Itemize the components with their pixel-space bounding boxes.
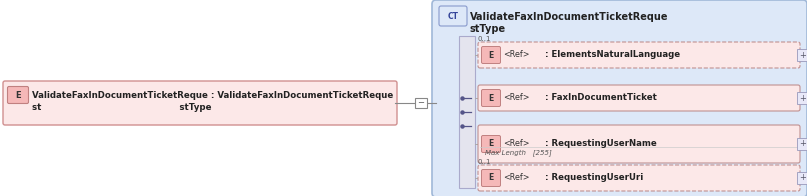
Text: ValidateFaxInDocumentTicketReque : ValidateFaxInDocumentTicketReque: ValidateFaxInDocumentTicketReque : Valid…	[32, 91, 393, 100]
FancyBboxPatch shape	[482, 46, 500, 64]
Text: <Ref>: <Ref>	[503, 172, 529, 181]
Text: : RequestingUserUri: : RequestingUserUri	[545, 172, 643, 181]
Text: +: +	[800, 51, 806, 60]
FancyBboxPatch shape	[478, 42, 800, 68]
FancyBboxPatch shape	[432, 0, 807, 196]
Text: E: E	[488, 140, 494, 149]
FancyBboxPatch shape	[482, 90, 500, 106]
FancyBboxPatch shape	[482, 170, 500, 187]
FancyBboxPatch shape	[482, 135, 500, 152]
Text: 0..1: 0..1	[477, 159, 491, 165]
Bar	[797, 92, 807, 104]
Text: <Ref>: <Ref>	[503, 139, 529, 148]
Text: +: +	[800, 93, 806, 103]
Text: Max Length   [255]: Max Length [255]	[485, 150, 552, 156]
Text: E: E	[15, 91, 21, 100]
Text: 0..1: 0..1	[477, 36, 491, 42]
Text: ValidateFaxInDocumentTicketReque: ValidateFaxInDocumentTicketReque	[470, 12, 668, 22]
Text: : FaxInDocumentTicket: : FaxInDocumentTicket	[545, 93, 657, 102]
FancyBboxPatch shape	[478, 125, 800, 163]
Bar	[415, 98, 427, 108]
Text: CT: CT	[448, 12, 458, 21]
FancyBboxPatch shape	[3, 81, 397, 125]
Text: <Ref>: <Ref>	[503, 50, 529, 58]
Text: −: −	[417, 99, 424, 107]
Text: +: +	[800, 140, 806, 149]
Bar	[797, 172, 807, 184]
Text: st                                              stType: st stType	[32, 103, 211, 112]
FancyBboxPatch shape	[478, 165, 800, 191]
Text: : RequestingUserName: : RequestingUserName	[545, 139, 657, 148]
Text: : ElementsNaturalLanguage: : ElementsNaturalLanguage	[545, 50, 680, 58]
Text: E: E	[488, 173, 494, 182]
FancyBboxPatch shape	[478, 85, 800, 111]
Text: +: +	[800, 173, 806, 182]
Bar	[459, 36, 475, 188]
Bar	[797, 49, 807, 61]
Text: stType: stType	[470, 24, 506, 34]
FancyBboxPatch shape	[439, 6, 467, 26]
Bar	[797, 138, 807, 150]
Text: E: E	[488, 51, 494, 60]
Text: <Ref>: <Ref>	[503, 93, 529, 102]
FancyBboxPatch shape	[7, 86, 28, 103]
Text: E: E	[488, 93, 494, 103]
